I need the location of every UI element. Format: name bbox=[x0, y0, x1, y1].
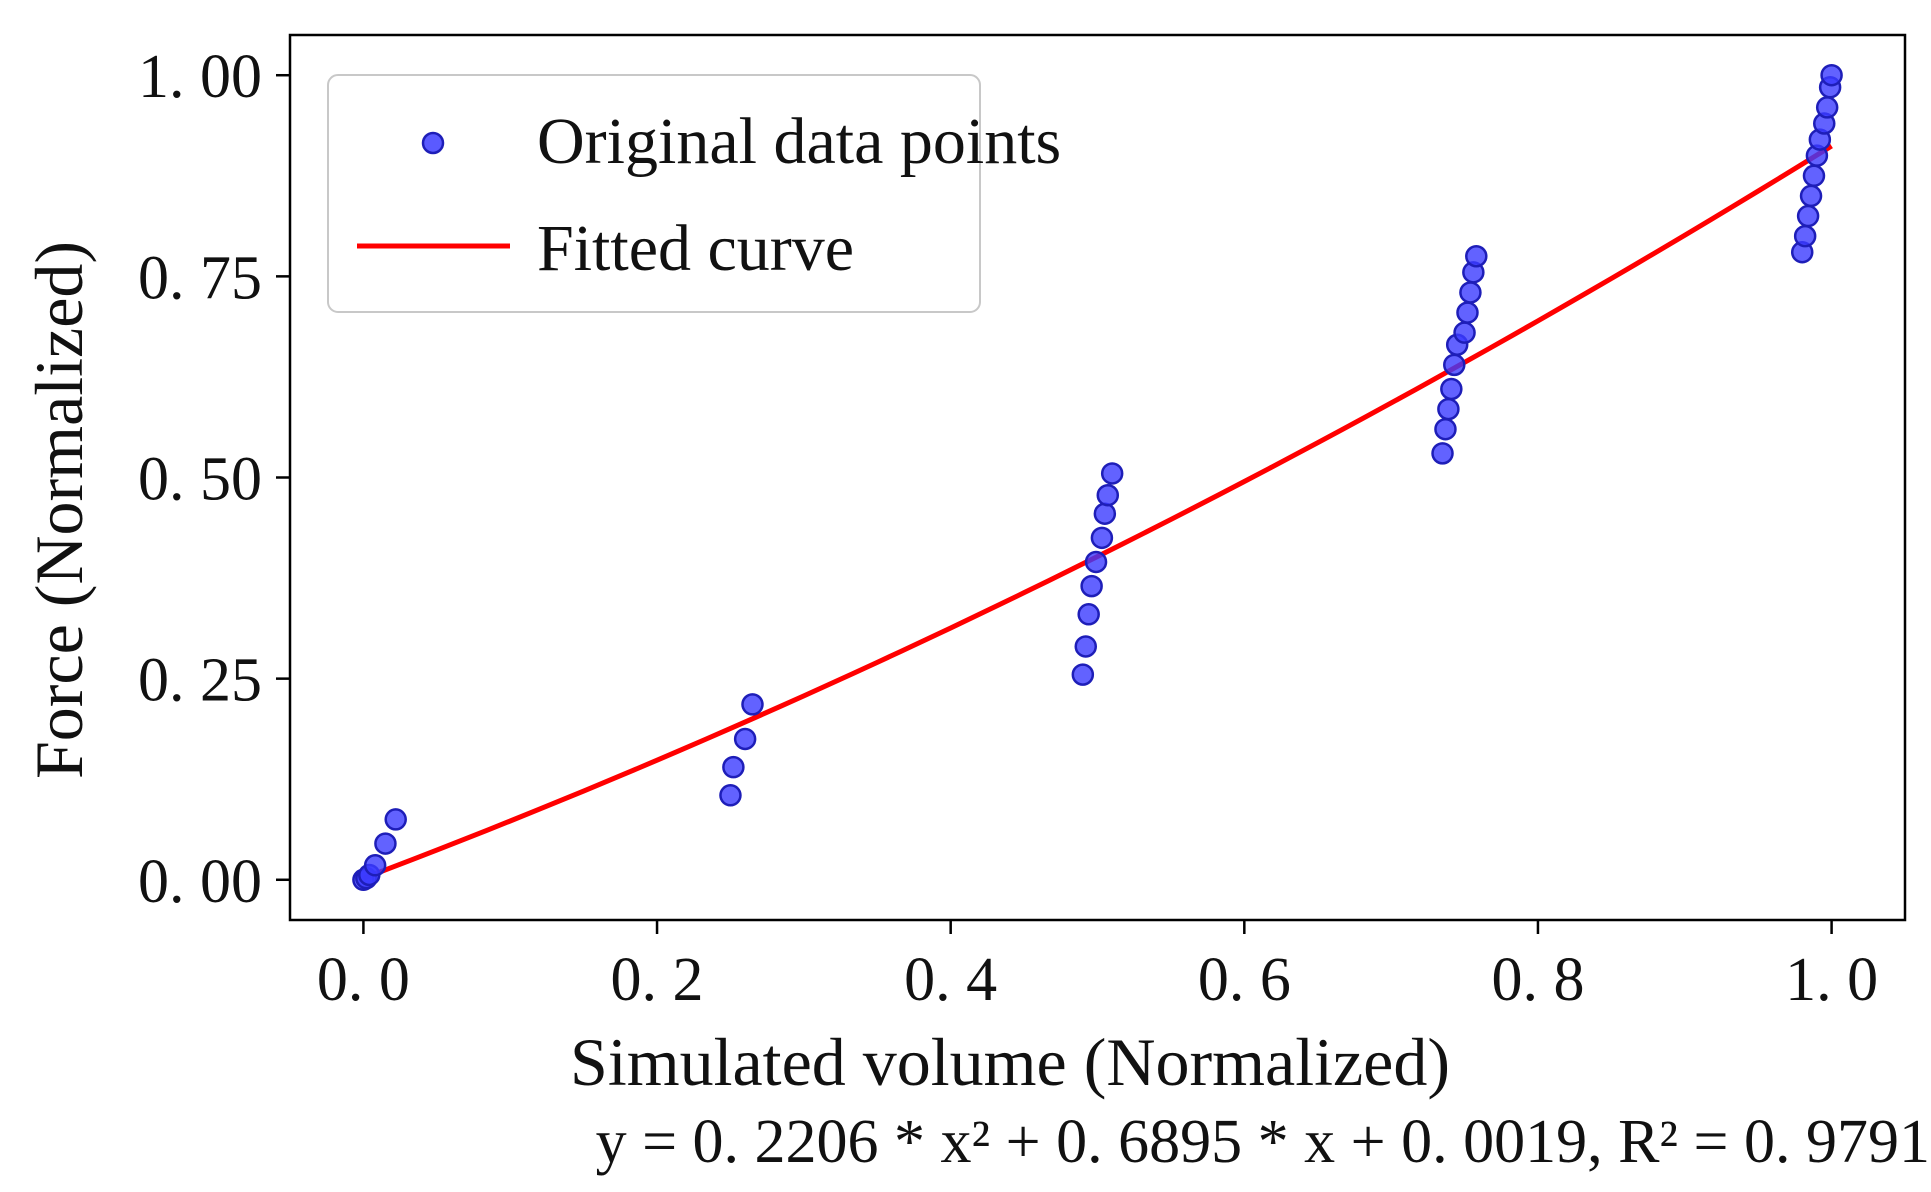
x-tick-label: 0. 0 bbox=[317, 946, 410, 1014]
data-point bbox=[1093, 502, 1117, 525]
x-tick-label: 0. 4 bbox=[904, 946, 997, 1014]
x-tick-label: 0. 8 bbox=[1491, 946, 1584, 1014]
data-point bbox=[374, 832, 397, 855]
data-point bbox=[1080, 574, 1103, 598]
data-points-layer bbox=[352, 63, 1843, 892]
x-axis-label: Simulated volume (Normalized) bbox=[570, 1024, 1450, 1100]
legend: Original data points Fitted curve bbox=[327, 74, 1061, 313]
legend-label-curve: Fitted curve bbox=[537, 212, 854, 285]
data-point bbox=[1820, 63, 1843, 87]
data-point bbox=[719, 784, 742, 807]
y-tick-label: 0. 75 bbox=[138, 244, 262, 312]
data-point bbox=[1443, 353, 1466, 377]
data-point bbox=[1084, 550, 1108, 574]
fit-equation: y = 0. 2206 * x² + 0. 6895 * x + 0. 0019… bbox=[596, 1108, 1930, 1176]
data-point bbox=[363, 854, 387, 877]
data-point bbox=[1459, 281, 1482, 304]
data-point bbox=[1090, 526, 1114, 550]
data-point bbox=[741, 693, 764, 716]
data-point bbox=[1796, 204, 1820, 228]
data-point bbox=[1815, 96, 1839, 119]
data-point bbox=[384, 808, 407, 831]
data-point bbox=[722, 755, 745, 779]
data-point bbox=[1434, 417, 1457, 441]
legend-marker-points bbox=[421, 131, 445, 155]
data-point bbox=[1456, 301, 1479, 324]
y-tick-label: 0. 25 bbox=[138, 647, 262, 715]
data-point bbox=[1799, 184, 1823, 208]
x-tick-label: 1. 0 bbox=[1785, 946, 1878, 1014]
data-point bbox=[1071, 663, 1095, 686]
data-point bbox=[1437, 397, 1460, 421]
data-point bbox=[1077, 603, 1100, 626]
legend-box bbox=[327, 74, 981, 313]
y-tick-label: 0. 00 bbox=[138, 848, 262, 916]
data-point bbox=[733, 727, 757, 751]
data-point bbox=[1802, 164, 1826, 188]
data-point bbox=[1465, 245, 1488, 268]
data-point bbox=[1453, 321, 1476, 344]
legend-label-points: Original data points bbox=[537, 105, 1061, 178]
y-tick-label: 1. 00 bbox=[138, 43, 262, 111]
data-point bbox=[1074, 635, 1098, 658]
data-point bbox=[1100, 462, 1124, 485]
x-tick-label: 0. 2 bbox=[611, 946, 704, 1014]
y-axis-label: Force (Normalized) bbox=[21, 241, 97, 779]
x-axis: 0. 0 0. 2 0. 4 0. 6 0. 8 1. 0 bbox=[317, 920, 1878, 1014]
data-point bbox=[1440, 377, 1463, 401]
data-point bbox=[1793, 224, 1817, 248]
x-tick-label: 0. 6 bbox=[1198, 946, 1291, 1014]
data-point bbox=[1431, 442, 1454, 465]
y-tick-label: 0. 50 bbox=[138, 446, 262, 514]
y-axis: 0. 00 0. 25 0. 50 0. 75 1. 00 bbox=[138, 43, 290, 916]
data-point bbox=[1096, 483, 1120, 507]
